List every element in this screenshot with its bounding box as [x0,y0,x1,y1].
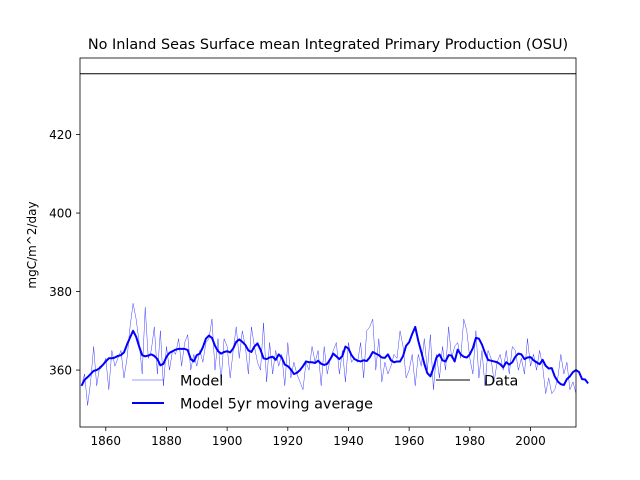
legend-right: Data [436,374,518,390]
x-tick-label: 1880 [151,434,182,448]
y-tick-label: 420 [49,128,72,142]
series-line-model-5yr-moving-average [80,325,589,387]
x-tick-label: 1900 [212,434,243,448]
x-tick-label: 2000 [515,434,546,448]
chart-title: No Inland Seas Surface mean Integrated P… [88,37,568,53]
axis-ticks: 1860 1880 1900 1920 1940 1960 1980 2000 360 380 40… [49,128,546,448]
plot-frame [79,57,577,428]
y-tick-label: 360 [49,363,72,377]
x-tick-label: 1860 [91,434,122,448]
y-tick-label: 400 [49,206,72,220]
x-tick-label: 1980 [455,434,486,448]
legend-left: Model Model 5yr moving average [132,374,373,413]
x-tick-label: 1940 [333,434,364,448]
legend-label: Model 5yr moving average [180,397,373,413]
x-tick-label: 1920 [273,434,304,448]
legend-label: Model [180,374,223,390]
y-tick-label: 380 [49,285,72,299]
y-axis-label: mgC/m^2/day [25,201,39,288]
series-line-model [81,303,577,406]
plot-lines [80,73,589,406]
x-tick-label: 1960 [394,434,425,448]
legend-label: Data [484,374,518,390]
